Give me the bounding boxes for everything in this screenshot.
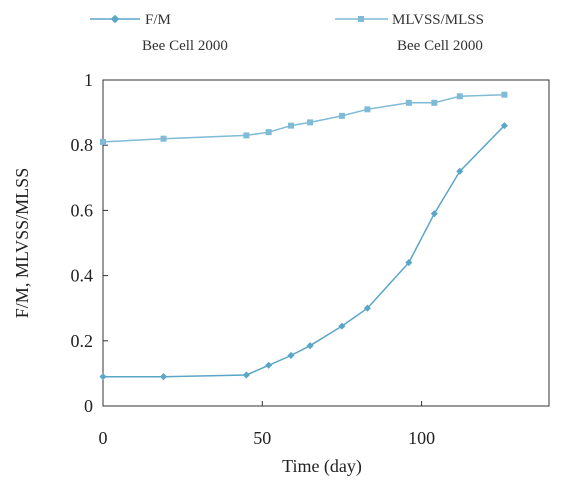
legend: F/M Bee Cell 2000 MLVSS/MLSS Bee Cell 20…: [90, 12, 484, 54]
legend-marker-mlvss: [358, 16, 364, 22]
legend-item-mlvss: MLVSS/MLSS Bee Cell 2000: [335, 12, 484, 54]
data-point: [500, 122, 508, 130]
x-tick-label: 0: [99, 428, 108, 448]
y-tick-label: 0.6: [71, 200, 94, 220]
data-point: [501, 91, 508, 98]
data-point: [405, 99, 412, 106]
legend-label-fm: F/M: [145, 12, 171, 28]
x-axis: 0 50 100: [99, 401, 435, 448]
legend-label-mlvss: MLVSS/MLSS: [392, 12, 484, 28]
data-point: [338, 112, 345, 119]
data-point: [287, 351, 295, 360]
data-point: [338, 322, 346, 330]
data-point: [306, 342, 314, 350]
data-point: [431, 99, 438, 106]
data-point: [405, 259, 413, 267]
data-point: [287, 122, 294, 129]
data-point: [430, 210, 438, 218]
y-tick-label: 1: [84, 70, 93, 90]
data-point: [160, 135, 167, 142]
data-point: [265, 361, 273, 369]
data-point: [242, 371, 250, 379]
data-point: [363, 304, 371, 312]
legend-sublabel-mlvss: Bee Cell 2000: [397, 38, 483, 54]
series-line-0: [103, 125, 505, 378]
data-point: [456, 93, 463, 100]
x-tick-label: 50: [253, 428, 271, 448]
data-point: [364, 106, 371, 113]
data-point: [456, 167, 464, 175]
y-tick-label: 0.2: [71, 331, 94, 351]
y-tick-label: 0: [84, 396, 93, 416]
data-point: [159, 373, 168, 381]
x-tick-label: 100: [408, 428, 435, 448]
data-point: [100, 138, 106, 145]
y-axis-label: F/M, MLVSS/MLSS: [12, 168, 32, 318]
y-tick-label: 0.4: [71, 266, 94, 286]
legend-marker-fm: [110, 14, 120, 24]
data-point: [99, 373, 107, 381]
data-point: [243, 132, 250, 139]
data-point: [265, 129, 272, 136]
y-tick-label: 0.8: [71, 135, 94, 155]
legend-sublabel-fm: Bee Cell 2000: [142, 38, 228, 54]
data-point: [307, 119, 314, 126]
legend-item-fm: F/M Bee Cell 2000: [90, 12, 228, 54]
y-axis: 0 0.2 0.4 0.6 0.8 1: [71, 70, 108, 416]
series-line-1: [102, 93, 505, 143]
x-axis-label: Time (day): [282, 456, 362, 477]
series-layer: [99, 91, 508, 381]
plot-frame: [102, 79, 550, 407]
